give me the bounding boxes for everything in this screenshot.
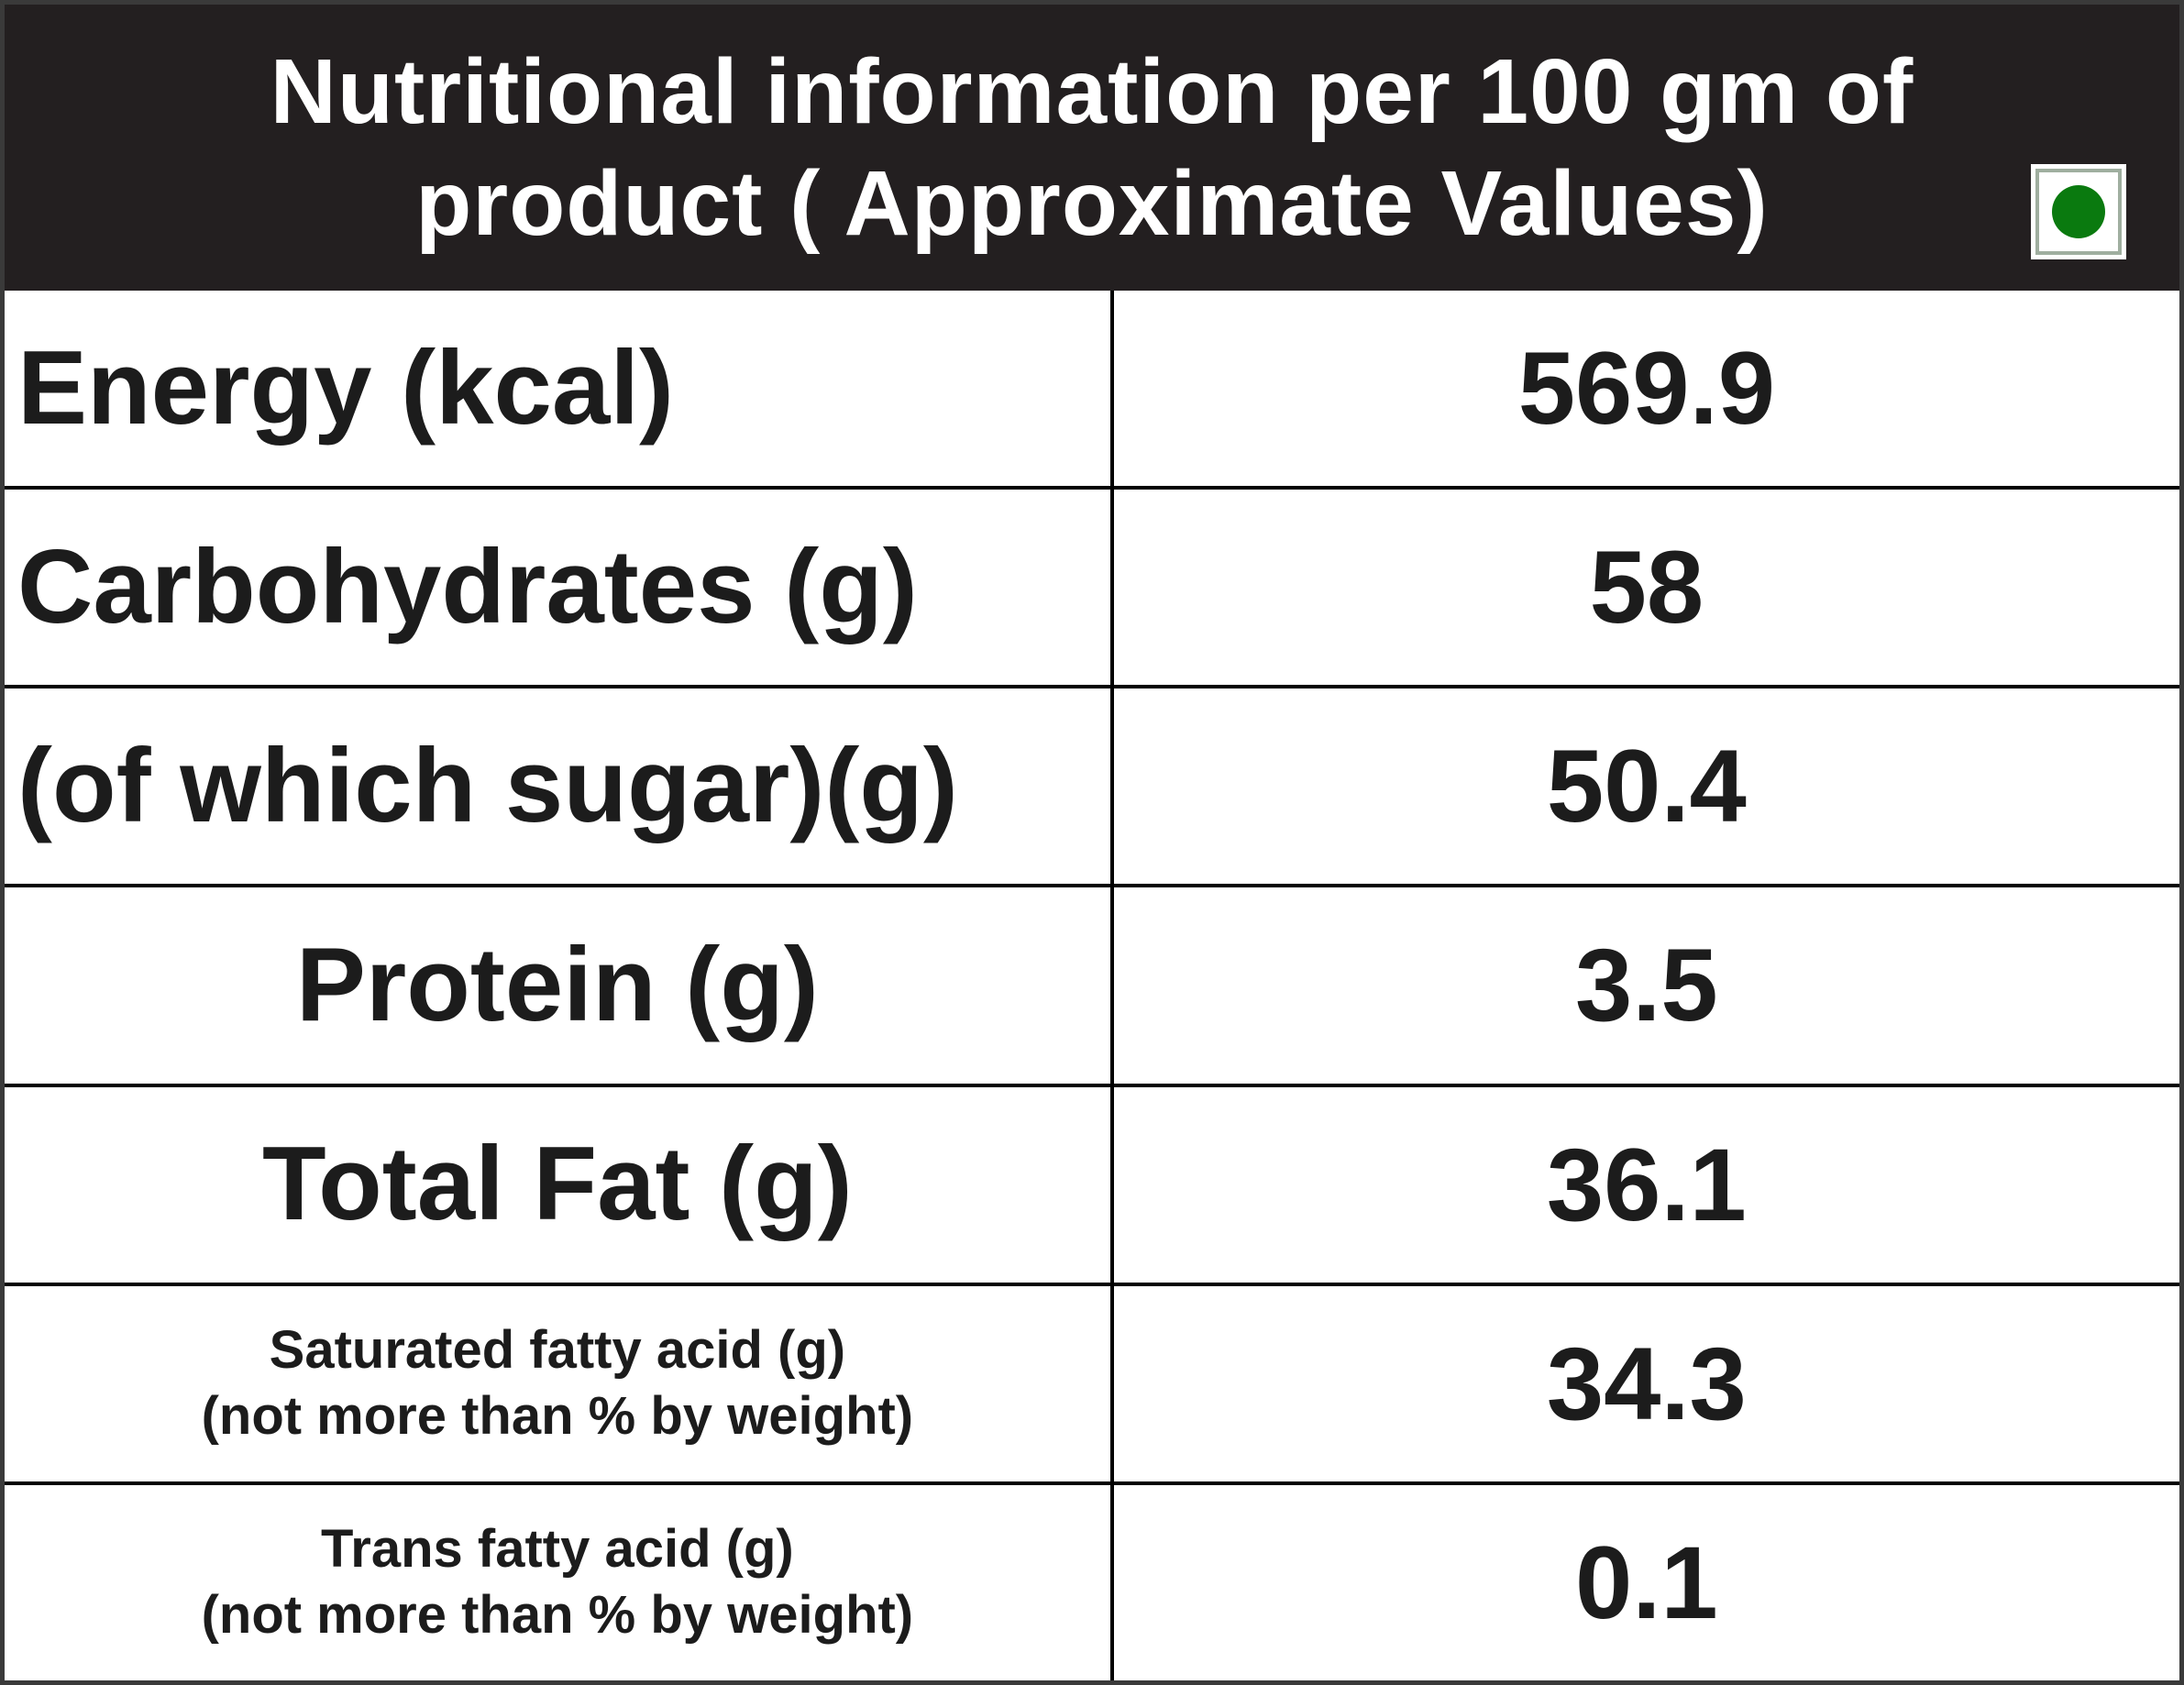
row-value: 50.4 (1546, 729, 1747, 844)
header-title-line2: product ( Approximate Values) (415, 152, 1769, 255)
row-label: Carbohydrates (g) (17, 528, 918, 645)
row-value: 569.9 (1517, 331, 1775, 446)
veg-green-dot-icon (2052, 185, 2105, 238)
veg-mark-icon (2031, 164, 2126, 259)
row-value: 0.1 (1575, 1525, 1718, 1640)
table-row: Trans fatty acid (g) (not more than % by… (5, 1481, 2179, 1680)
row-value: 58 (1589, 530, 1704, 645)
row-sublabel: (not more than % by weight) (201, 1386, 914, 1447)
veg-mark-square (2035, 169, 2122, 255)
row-label: Trans fatty acid (g) (321, 1518, 794, 1579)
row-label: Energy (kcal) (17, 329, 674, 446)
row-label: Total Fat (g) (261, 1126, 853, 1243)
table-row: Carbohydrates (g) 58 (5, 486, 2179, 686)
row-label: (of which sugar)(g) (17, 727, 958, 844)
row-value: 36.1 (1546, 1127, 1747, 1242)
table-row: Energy (kcal) 569.9 (5, 291, 2179, 487)
header-title-line1: Nutritional information per 100 gm of (270, 40, 1914, 143)
row-label: Saturated fatty acid (g) (269, 1319, 846, 1380)
table-row: Protein (g) 3.5 (5, 884, 2179, 1084)
row-value: 3.5 (1575, 928, 1718, 1043)
row-value: 34.3 (1546, 1326, 1747, 1441)
row-sublabel: (not more than % by weight) (201, 1585, 914, 1646)
table-row: Saturated fatty acid (g) (not more than … (5, 1282, 2179, 1481)
table-row: Total Fat (g) 36.1 (5, 1083, 2179, 1283)
header: Nutritional information per 100 gm of pr… (5, 5, 2179, 291)
table-row: (of which sugar)(g) 50.4 (5, 685, 2179, 885)
row-label: Protein (g) (295, 926, 819, 1043)
nutrition-table: Energy (kcal) 569.9 Carbohydrates (g) 58… (5, 291, 2179, 1680)
